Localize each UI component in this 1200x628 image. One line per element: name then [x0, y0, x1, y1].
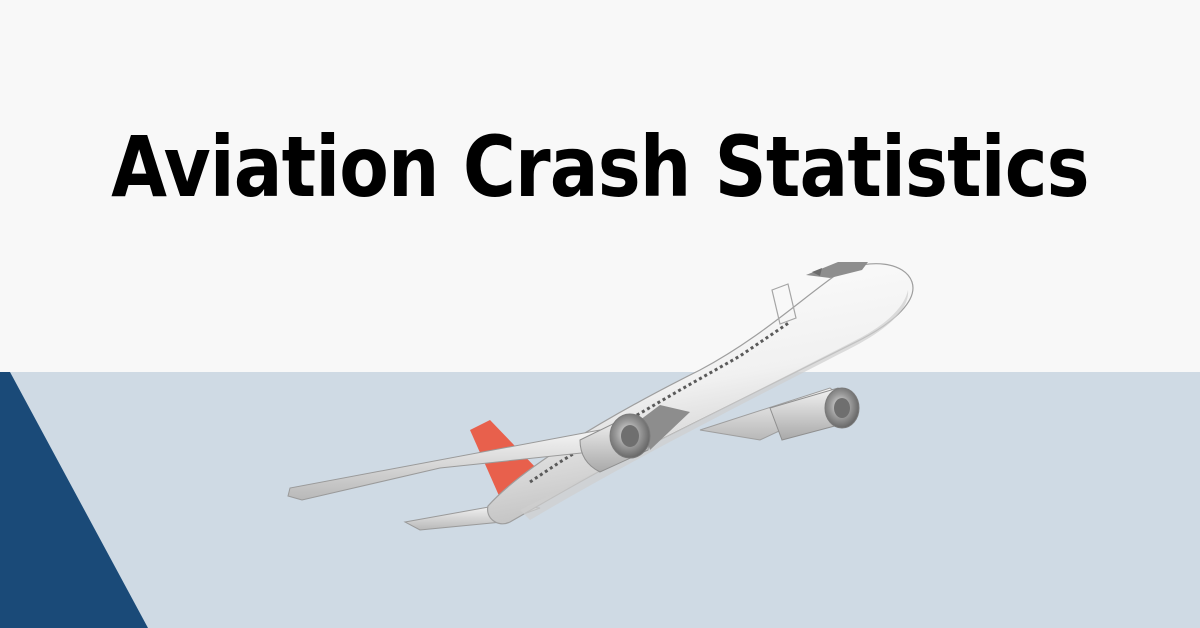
bottom-background-band — [0, 372, 1200, 628]
near-engine-icon — [579, 413, 651, 473]
corner-accent-triangle — [0, 372, 148, 628]
top-background-band — [0, 0, 1200, 372]
page-title: Aviation Crash Statistics — [111, 118, 1089, 216]
far-engine-icon — [769, 387, 860, 441]
window-strip — [529, 320, 791, 484]
cockpit-window — [806, 262, 868, 278]
front-door — [771, 283, 797, 325]
